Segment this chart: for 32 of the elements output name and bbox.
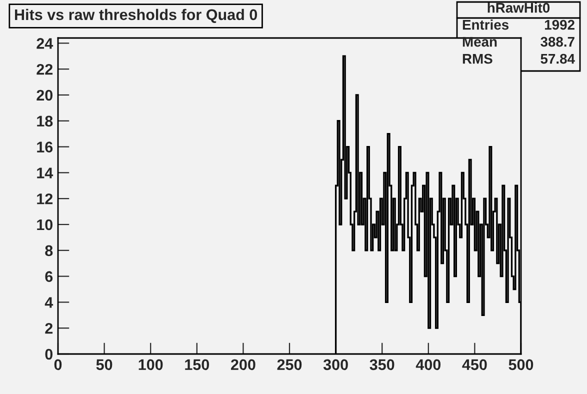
x-tick-label: 200 [230,359,256,370]
y-tick-label: 16 [37,142,53,152]
x-tick-label: 0 [54,359,62,370]
x-tick-label: 350 [370,359,394,370]
y-tick-label: 20 [36,90,53,101]
x-tick-label: 250 [277,359,302,370]
y-tick-label: 2 [45,322,53,334]
y-tick-label: 24 [36,38,54,49]
x-tick-label: 500 [508,359,534,370]
annotation: RMS [462,54,492,64]
x-tick-label: 150 [185,359,210,370]
x-tick-label: 300 [323,359,348,370]
y-tick-label: 0 [45,348,53,360]
text: Entries [462,20,509,30]
y-tick-label: 6 [45,271,53,282]
y-tick-label: 10 [37,219,53,230]
x-tick-label: 100 [138,359,163,370]
y-tick-label: 18 [37,116,53,127]
y-tick-label: 22 [36,64,53,75]
x-tick-label: 450 [462,359,487,370]
text: hRawHit0 [488,2,550,13]
y-tick-label: 12 [37,193,53,204]
annotation: Mean [462,37,497,47]
y-tick-label: 8 [45,245,53,256]
x-tick-label: 50 [96,359,112,370]
y-tick-label: 4 [44,297,54,308]
y-tick-label: 14 [37,168,54,178]
text: 1992 [544,20,574,30]
text: 388.7 [540,36,574,47]
text: 57.84 [540,54,575,64]
chart-title: Hits vs raw thresholds for Quad 0 [15,8,258,23]
x-tick-label: 400 [416,359,441,370]
